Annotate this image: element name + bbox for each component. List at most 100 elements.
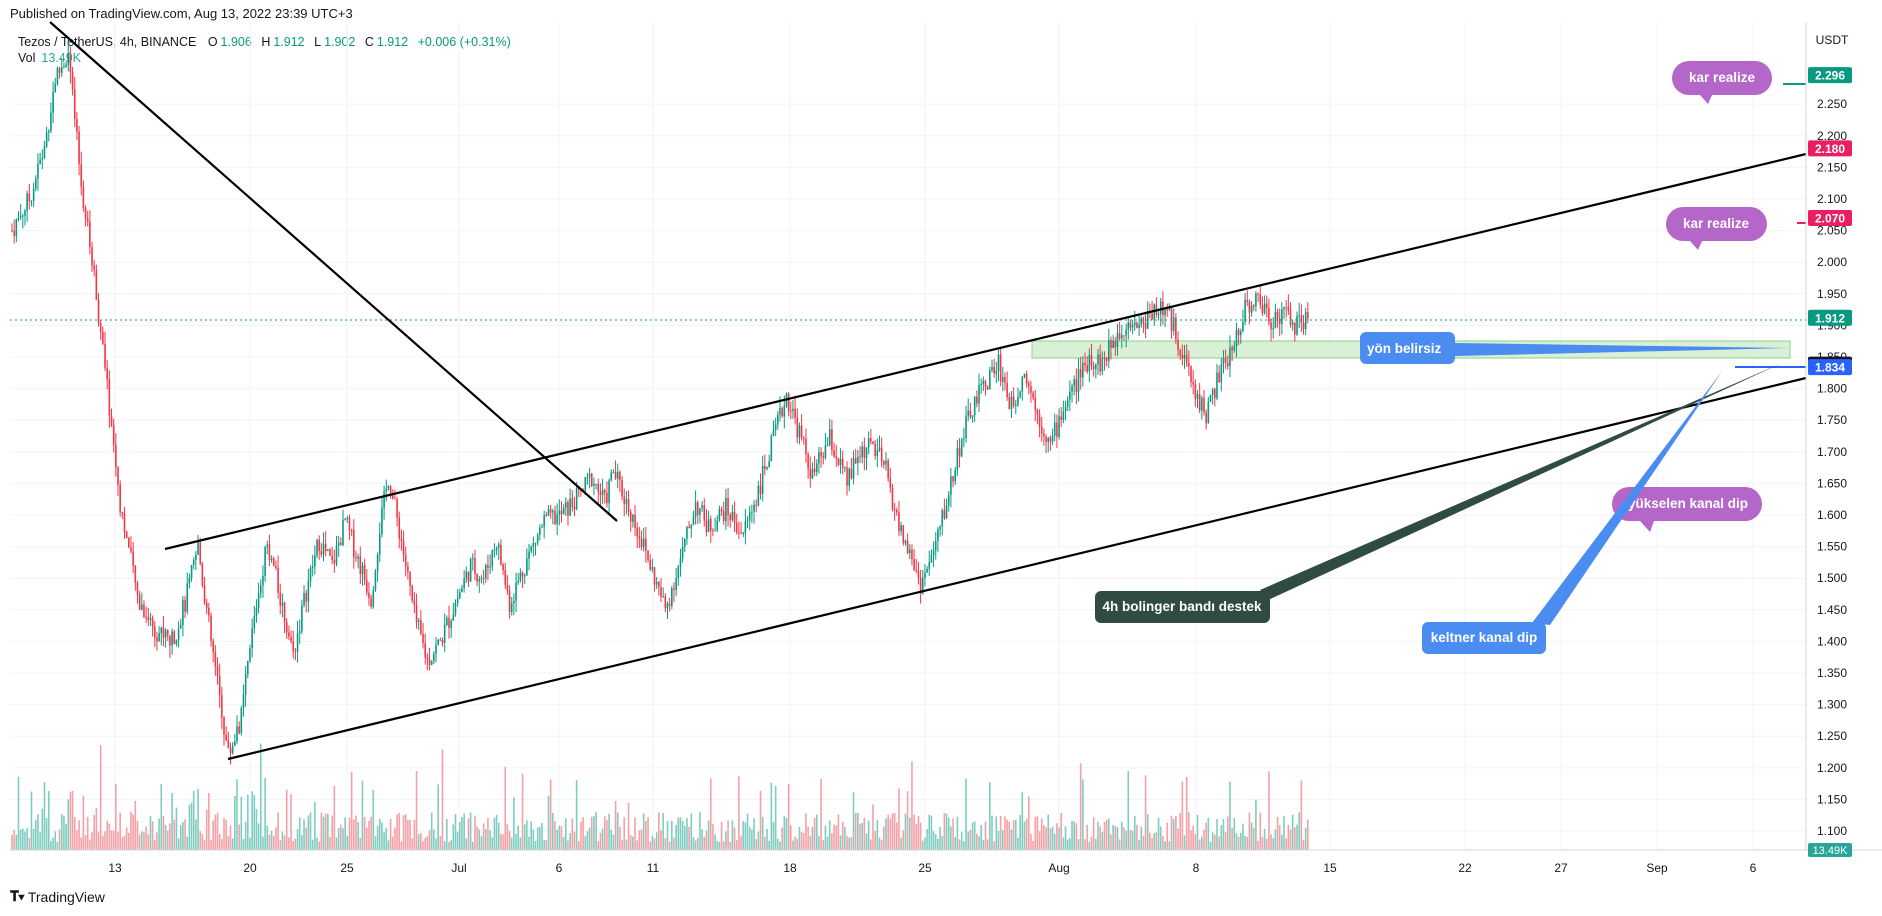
candle: [751, 504, 753, 523]
candle: [433, 651, 435, 664]
callout-kar-realize-2[interactable]: kar realize: [1666, 207, 1767, 250]
volume-bar: [1177, 828, 1179, 850]
time-tick-label: Aug: [1048, 861, 1069, 875]
volume-bar: [508, 830, 511, 850]
candle: [108, 370, 111, 428]
candle: [344, 517, 346, 521]
candle: [355, 550, 357, 562]
candle: [1136, 321, 1138, 329]
volume-bar: [725, 831, 727, 850]
volume-bar: [932, 831, 935, 850]
upper-channel-line[interactable]: [164, 152, 1807, 551]
candle: [517, 573, 520, 585]
volume-bar: [78, 820, 80, 850]
candle: [794, 396, 796, 425]
candle: [1265, 295, 1268, 318]
volume-bar: [575, 780, 578, 850]
candle: [264, 546, 266, 582]
svg-text:1.912: 1.912: [1815, 311, 1845, 325]
candle: [800, 414, 803, 441]
volume-bar: [281, 831, 284, 850]
volume-bar: [976, 833, 978, 850]
volume-bar: [595, 812, 597, 850]
price-label-1.834: 1.834: [1808, 359, 1852, 376]
volume-bar: [125, 827, 128, 850]
candle: [846, 461, 848, 496]
volume-bar: [1203, 829, 1205, 850]
lower-channel-line[interactable]: [227, 376, 1807, 761]
candle: [1281, 302, 1283, 335]
candle: [662, 587, 664, 599]
volume-bar: [984, 821, 987, 850]
candle: [960, 437, 963, 458]
volume-bar: [792, 840, 794, 850]
volume-bar: [614, 801, 617, 850]
candle: [89, 210, 91, 255]
candle: [969, 402, 972, 419]
volume-bar: [104, 831, 106, 850]
candle: [251, 618, 253, 658]
tradingview-footer[interactable]: 𝐓▾ TradingView: [10, 888, 105, 905]
volume-bar: [839, 835, 842, 850]
candle: [240, 705, 243, 736]
candle: [303, 585, 305, 608]
volume-bar: [510, 837, 513, 850]
volume-bar: [15, 834, 18, 850]
volume-bar: [433, 829, 435, 850]
candle: [1045, 434, 1047, 454]
volume-bar: [121, 837, 124, 850]
volume-bar: [350, 771, 353, 850]
volume-bar: [1304, 827, 1307, 850]
candle: [381, 495, 383, 538]
volume-bar: [132, 814, 134, 850]
candle: [798, 422, 801, 445]
volume-bar: [861, 822, 863, 850]
candle: [383, 485, 385, 520]
candle: [385, 479, 388, 502]
candle: [337, 535, 340, 557]
callout-yukselen-kanal-dip[interactable]: yükselen kanal dip: [1612, 487, 1762, 532]
candle: [1205, 409, 1207, 430]
candle: [539, 524, 541, 541]
candle: [707, 510, 710, 533]
volume-bar: [735, 840, 738, 850]
volume-bar: [889, 818, 892, 850]
candle: [753, 500, 755, 524]
volume-bar: [686, 817, 688, 850]
candle: [1242, 309, 1244, 333]
volume-bar: [277, 812, 279, 850]
candle: [854, 448, 857, 465]
candle: [24, 208, 26, 226]
volume-bar: [536, 827, 539, 850]
volume-bar: [1138, 840, 1140, 850]
symbol-name[interactable]: Tezos / TetherUS, 4h, BINANCE: [18, 35, 197, 49]
price-tick-label: 1.650: [1817, 476, 1847, 490]
volume-bar: [1064, 826, 1067, 850]
candle: [1140, 315, 1143, 328]
candle: [1010, 390, 1013, 418]
callout-yon-belirsiz[interactable]: yön belirsiz: [1360, 332, 1790, 364]
volume-bar: [1088, 841, 1091, 850]
callout-keltner[interactable]: keltner kanal dip: [1422, 370, 1723, 654]
volume-bar: [766, 828, 768, 850]
svg-text:2.070: 2.070: [1815, 211, 1845, 225]
callout-kar-realize-1[interactable]: kar realize: [1672, 61, 1772, 104]
candle: [1056, 414, 1058, 449]
candle: [1183, 344, 1186, 369]
candle: [1294, 321, 1296, 342]
volume-bar: [690, 813, 693, 850]
volume-bar: [1300, 780, 1303, 850]
candle: [917, 562, 920, 585]
candle: [733, 501, 736, 533]
candle: [199, 537, 202, 566]
descending-trendline[interactable]: [49, 21, 618, 522]
callout-bolinger[interactable]: 4h bolinger bandı destek: [1095, 363, 1782, 623]
volume-bar: [846, 836, 848, 850]
volume-bar: [621, 840, 623, 850]
volume-bar: [73, 817, 76, 850]
volume-bar: [1209, 841, 1212, 850]
volume-bar: [701, 829, 703, 850]
candle: [1209, 394, 1212, 403]
candle: [482, 569, 485, 585]
